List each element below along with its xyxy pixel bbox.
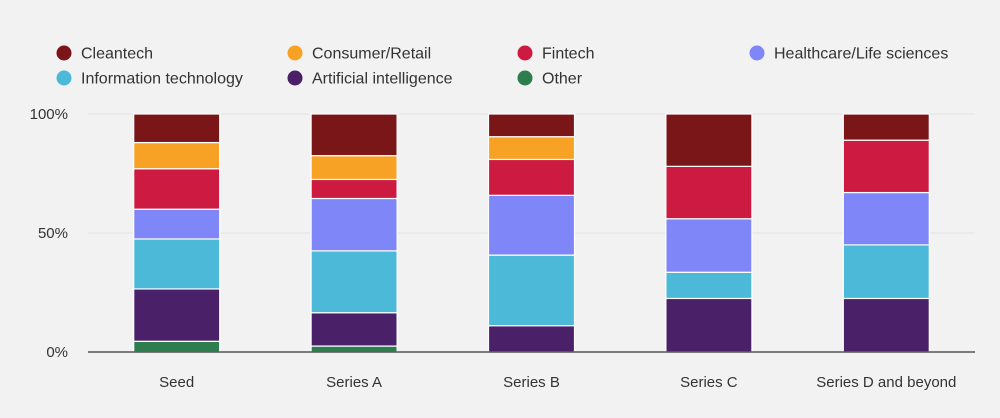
bar-seed-information-technology: [133, 238, 221, 290]
bar-series-b-information-technology: [487, 254, 576, 327]
x-tick-label-series-b: Series B: [503, 374, 560, 391]
bar-series-b-healthcare-life-sciences: [487, 194, 576, 256]
bar-seed-consumer-retail: [133, 141, 221, 170]
bar-series-a-healthcare-life-sciences: [310, 197, 398, 252]
y-tick-label-0: 0%: [46, 344, 68, 361]
bar-series-b-artificial-intelligence: [487, 325, 576, 353]
bar-series-a-consumer-retail: [310, 155, 398, 181]
bar-series-d-and-beyond-healthcare-life-sciences: [842, 191, 930, 246]
bars: [133, 113, 930, 353]
bar-series-c-artificial-intelligence: [665, 297, 753, 353]
y-tick-label-100: 100%: [30, 106, 68, 123]
bar-series-c-cleantech: [665, 113, 753, 167]
y-axis-ticks: 0% 50% 100%: [30, 106, 68, 361]
x-tick-label-series-c: Series C: [680, 374, 738, 391]
bar-seed-cleantech: [133, 113, 221, 144]
x-tick-label-seed: Seed: [159, 374, 194, 391]
legend-swatch-other: [517, 70, 533, 86]
x-tick-label-series-d-and-beyond: Series D and beyond: [816, 374, 956, 391]
bar-series-d-and-beyond-cleantech: [842, 113, 930, 141]
legend-swatch-consumer-retail: [287, 45, 303, 61]
bar-series-a-information-technology: [310, 250, 398, 314]
bar-series-c-fintech: [665, 165, 753, 220]
bar-series-d-and-beyond-fintech: [842, 139, 930, 194]
x-axis-ticks: Seed Series A Series B Series C Series D and…: [159, 374, 956, 391]
bar-series-d-and-beyond-artificial-intelligence: [842, 297, 930, 353]
legend-swatch-cleantech: [56, 45, 72, 61]
legend-swatch-healthcare-life-sciences: [749, 45, 765, 61]
legend-label-information-technology: Information technology: [81, 71, 243, 88]
x-tick-label-series-a: Series A: [326, 374, 382, 391]
bar-series-b-consumer-retail: [487, 136, 576, 161]
legend-label-artificial-intelligence: Artificial intelligence: [312, 71, 453, 88]
bar-series-c-healthcare-life-sciences: [665, 218, 753, 273]
bar-seed-artificial-intelligence: [133, 288, 221, 342]
bar-series-a-artificial-intelligence: [310, 312, 398, 347]
bar-seed-other: [133, 340, 221, 353]
legend: Cleantech Consumer/Retail Fintech Healthcar…: [56, 45, 948, 88]
legend-swatch-information-technology: [56, 70, 72, 86]
legend-swatch-fintech: [517, 45, 533, 61]
bar-series-d-and-beyond-information-technology: [842, 244, 930, 300]
bar-series-c-information-technology: [665, 271, 753, 300]
y-tick-label-50: 50%: [38, 225, 68, 242]
bar-seed-fintech: [133, 168, 221, 210]
legend-label-cleantech: Cleantech: [81, 46, 153, 63]
bar-series-a-cleantech: [310, 113, 398, 157]
legend-label-consumer-retail: Consumer/Retail: [312, 46, 431, 63]
bar-series-b-cleantech: [487, 113, 576, 138]
bar-series-a-fintech: [310, 178, 398, 200]
legend-label-fintech: Fintech: [542, 46, 594, 63]
bar-seed-healthcare-life-sciences: [133, 208, 221, 240]
legend-swatch-artificial-intelligence: [287, 70, 303, 86]
bar-series-a-other: [310, 345, 398, 353]
legend-label-other: Other: [542, 71, 583, 88]
legend-label-healthcare-life-sciences: Healthcare/Life sciences: [774, 46, 948, 63]
bar-series-b-fintech: [487, 158, 576, 196]
